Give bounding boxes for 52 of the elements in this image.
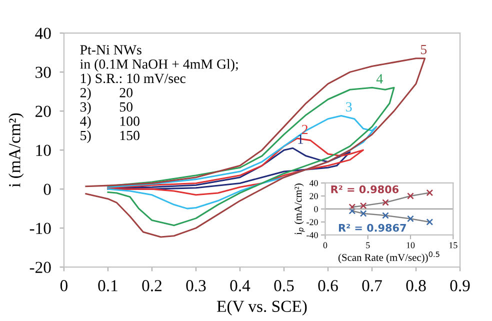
annotation: in (0.1M NaOH + 4mM Gl); (80, 59, 238, 72)
y-tick-label: 40 (35, 28, 51, 40)
y-tick-label: 20 (310, 193, 318, 200)
x-tick-label: 15 (449, 242, 458, 248)
y-axis-title: i (mA/cm²) (8, 113, 24, 188)
x-axis-title: E(V vs. SCE) (217, 300, 307, 316)
y-tick-label: -40 (306, 232, 318, 238)
annotation: 3) 50 (80, 102, 133, 114)
point (426, 189, 434, 196)
x-tick-label: 0.3 (186, 280, 206, 292)
series-label: 5 (420, 44, 427, 54)
x-tick-label: 0.9 (450, 280, 470, 292)
annotation: 4) 100 (80, 116, 140, 129)
annotation: 1) S.R.: 10 mV/sec (81, 73, 186, 86)
point (426, 218, 434, 226)
y-tick-label: 30 (36, 66, 51, 78)
y-tick-label: 0 (314, 206, 318, 212)
x-tick-label: 0.4 (230, 280, 250, 292)
x-tick-label: 0.2 (142, 280, 162, 292)
annotation: Pt-Ni NWs (80, 45, 142, 55)
point (382, 199, 389, 206)
y-axis-title: i$_{p}$ (mA/cm²) (294, 184, 305, 235)
x-tick-label: 0.5 (274, 280, 294, 292)
x-tick-label: 0 (323, 242, 328, 248)
y-tick-label: 10 (36, 144, 51, 156)
point (348, 204, 356, 210)
series-label: R² = 0.9867 (338, 224, 406, 232)
y-tick-label: 20 (36, 106, 51, 118)
point (382, 212, 389, 219)
series-label: 3 (346, 102, 352, 112)
point (348, 208, 356, 214)
x-tick-label: 0.6 (318, 280, 338, 292)
y-tick-label: -20 (30, 262, 51, 274)
point (407, 215, 414, 222)
point (360, 210, 367, 217)
x-tick-label: 0.1 (98, 280, 118, 292)
series-label: R² = 0.9806 (331, 185, 399, 194)
y-tick-label: 40 (309, 180, 318, 186)
point (360, 202, 367, 210)
annotation: 5) 150 (80, 130, 140, 144)
y-tick-label: -10 (30, 222, 51, 234)
y-tick-label: -20 (306, 219, 318, 226)
x-tick-label: 0.8 (406, 280, 426, 292)
x-tick-label: 5 (366, 242, 370, 248)
annotation: 2) 20 (80, 88, 133, 100)
point (407, 192, 414, 200)
x-tick-label: 0.7 (362, 280, 382, 292)
x-tick-label: 10 (406, 242, 415, 248)
y-tick-label: 0 (44, 184, 51, 196)
x-tick-label: 0 (60, 280, 68, 292)
series-label: 4 (376, 74, 383, 84)
x-axis-title: (Scan Rate (mV/sec))$^{0.5}$ (338, 251, 440, 264)
